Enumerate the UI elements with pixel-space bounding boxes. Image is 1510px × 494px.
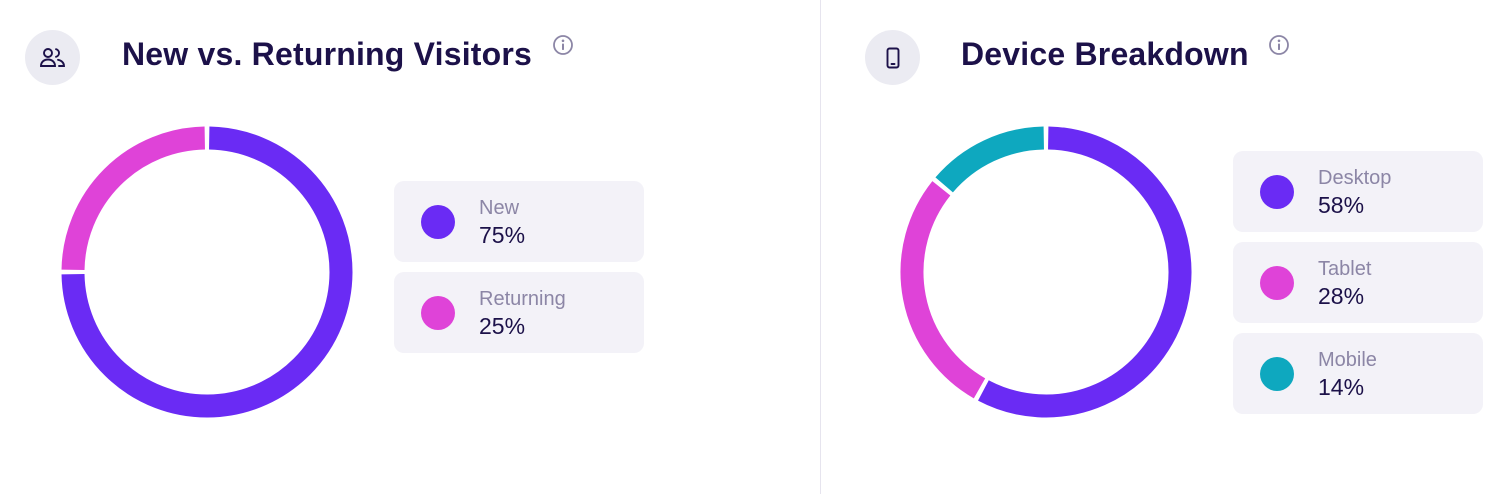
legend-label-tablet: Tablet xyxy=(1318,258,1372,280)
legend-item-returning: Returning 25% xyxy=(394,272,644,353)
donut-slice-tablet[interactable] xyxy=(900,181,986,399)
devices-panel: Device Breakdown Desktop 58% Tablet 28% … xyxy=(821,0,1510,494)
legend-value-desktop: 58% xyxy=(1318,192,1365,218)
users-icon-badge xyxy=(25,30,80,85)
visitors-donut-chart xyxy=(61,126,353,418)
visitors-title: New vs. Returning Visitors xyxy=(122,36,533,72)
devices-title: Device Breakdown xyxy=(961,36,1249,72)
legend-value-tablet: 28% xyxy=(1318,283,1365,309)
legend-item-tablet: Tablet 28% xyxy=(1233,242,1483,323)
panel-divider xyxy=(820,0,821,494)
legend-dot-returning xyxy=(421,296,455,330)
smartphone-icon xyxy=(886,47,899,68)
donut-slice-new[interactable] xyxy=(61,126,353,418)
legend-label-returning: Returning xyxy=(479,288,566,310)
legend-label-new: New xyxy=(479,197,520,219)
legend-label-desktop: Desktop xyxy=(1318,167,1392,189)
legend-label-mobile: Mobile xyxy=(1318,349,1377,371)
devices-donut-chart xyxy=(900,126,1192,418)
info-icon[interactable] xyxy=(552,34,574,56)
legend-dot-mobile xyxy=(1260,357,1294,391)
donut-slice-mobile[interactable] xyxy=(935,126,1045,193)
donut-slice-desktop[interactable] xyxy=(978,126,1192,418)
visitors-panel: New vs. Returning Visitors New 75% Retur… xyxy=(25,30,644,418)
legend-value-returning: 25% xyxy=(479,313,526,339)
info-icon[interactable] xyxy=(1268,34,1290,56)
legend-value-mobile: 14% xyxy=(1318,374,1365,400)
legend-dot-desktop xyxy=(1260,175,1294,209)
legend-item-desktop: Desktop 58% xyxy=(1233,151,1483,232)
legend-dot-new xyxy=(421,205,455,239)
smartphone-icon-badge xyxy=(865,30,920,85)
legend-dot-tablet xyxy=(1260,266,1294,300)
legend-value-new: 75% xyxy=(479,222,526,248)
legend-item-mobile: Mobile 14% xyxy=(1233,333,1483,414)
users-icon xyxy=(39,47,65,67)
donut-slice-returning[interactable] xyxy=(61,126,206,271)
legend-item-new: New 75% xyxy=(394,181,644,262)
